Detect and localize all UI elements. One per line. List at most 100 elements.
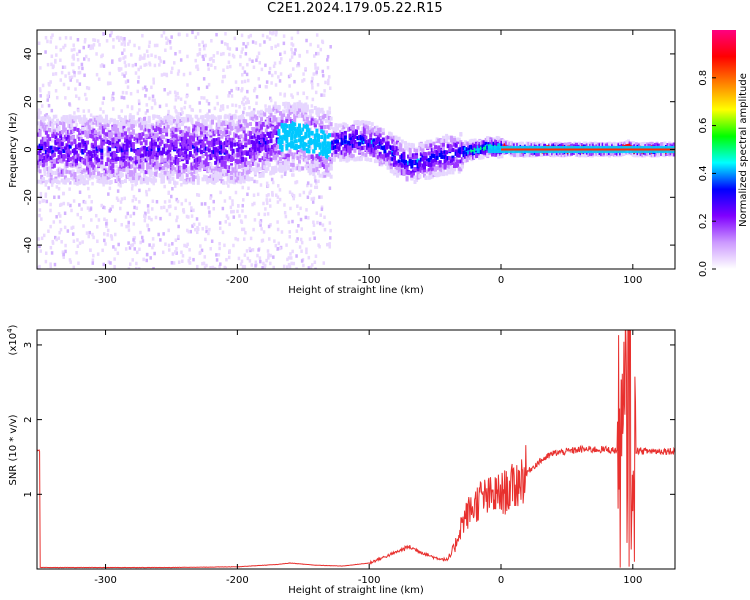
- spectrogram-noise-cell: [205, 99, 209, 103]
- spectrogram-noise-cell: [259, 259, 262, 264]
- spectrogram-cell: [237, 115, 241, 120]
- spectrogram-noise-cell: [326, 81, 330, 86]
- spectrogram-noise-cell: [290, 47, 293, 52]
- spectrogram-cell: [176, 121, 180, 126]
- spectrogram-cell: [44, 149, 48, 154]
- spectrogram-cell: [321, 163, 325, 168]
- spectrogram-cell: [315, 110, 319, 115]
- spectrogram-cell: [180, 155, 184, 160]
- spectrogram-cell: [453, 137, 457, 142]
- spectrogram-cell: [136, 155, 140, 160]
- spectrogram-cell: [350, 146, 354, 151]
- spectrogram-noise-cell: [326, 162, 329, 167]
- spectrogram-noise-cell: [274, 243, 278, 248]
- spectrogram-cell: [345, 147, 349, 152]
- spectrogram-cell: [133, 171, 137, 176]
- spectrogram-cell: [377, 137, 381, 142]
- spectrogram-cell: [316, 143, 320, 148]
- spectrogram-cell: [105, 162, 109, 167]
- spectrogram-noise-cell: [243, 106, 246, 111]
- spectrogram-cell: [86, 157, 90, 162]
- spectrogram-noise-cell: [235, 86, 239, 91]
- spectrogram-cell: [256, 151, 260, 156]
- spectrogram-cell: [168, 148, 172, 153]
- spectrogram-cell: [299, 103, 303, 108]
- spectrogram-noise-cell: [139, 65, 143, 70]
- spectrogram-noise-cell: [183, 105, 186, 110]
- spectrogram-cell: [410, 173, 414, 178]
- spectrogram-noise-cell: [212, 206, 216, 211]
- spectrogram-noise-cell: [224, 32, 227, 36]
- spectrogram-cell: [315, 120, 319, 125]
- spectrogram-cell: [296, 163, 300, 168]
- spectrogram-noise-cell: [145, 189, 148, 194]
- spectrogram-cell: [260, 125, 264, 130]
- spectrogram-cell: [89, 152, 93, 157]
- spectrogram-cell: [78, 156, 82, 161]
- spectrogram-cell: [309, 166, 313, 171]
- spectrogram-cell: [342, 122, 346, 127]
- spectrogram-noise-cell: [312, 196, 316, 201]
- spectrogram-noise-cell: [77, 96, 81, 101]
- spectrogram-cell: [369, 143, 373, 148]
- spectrogram-cell: [313, 142, 317, 147]
- spectrogram-cell: [223, 158, 227, 163]
- spectrogram-noise-cell: [38, 213, 41, 218]
- spectrogram-noise-cell: [124, 215, 128, 219]
- spectrogram-cell: [301, 143, 305, 148]
- spectrogram-cell: [218, 175, 222, 180]
- spectrogram-cell: [361, 151, 365, 156]
- spectrogram-cell: [392, 158, 396, 163]
- spectrogram-cell: [465, 147, 469, 152]
- spectrogram-cell: [274, 104, 278, 109]
- spectrogram-noise-cell: [242, 198, 245, 202]
- spectrogram-cell: [87, 170, 91, 175]
- spectrogram-cell: [141, 164, 145, 169]
- spectrogram-noise-cell: [87, 109, 91, 113]
- spectrogram-noise-cell: [147, 187, 151, 192]
- spectrogram-cell: [169, 115, 173, 120]
- spectrogram-cell: [304, 131, 308, 136]
- spectrogram-cell: [315, 139, 319, 144]
- spectrogram-noise-cell: [209, 266, 212, 269]
- spectrogram-noise-cell: [69, 260, 73, 264]
- spectrogram-cell: [348, 141, 352, 146]
- spectrogram-cell: [271, 118, 275, 123]
- spectrogram-cell: [239, 114, 243, 119]
- spectrogram-noise-cell: [46, 98, 49, 102]
- spectrogram-cell: [446, 160, 450, 165]
- spectrogram-cell: [383, 156, 387, 161]
- spectrogram-noise-cell: [268, 70, 271, 75]
- spectrogram-cell: [454, 151, 458, 156]
- spectrogram-noise-cell: [77, 71, 81, 75]
- spectrogram-noise-cell: [231, 202, 234, 207]
- spectrogram-cell: [424, 156, 428, 161]
- spectrogram-cell: [373, 141, 377, 146]
- spectrogram-cell: [460, 147, 464, 152]
- spectrogram-cell: [347, 140, 351, 145]
- spectrogram-cell: [95, 167, 99, 172]
- spectrogram-noise-cell: [306, 195, 310, 200]
- spectrogram-cell: [142, 179, 146, 184]
- spectrogram-noise-cell: [151, 237, 155, 241]
- spectrogram-cell: [225, 130, 229, 135]
- spectrogram-noise-cell: [305, 250, 308, 255]
- spectrogram-noise-cell: [280, 174, 284, 179]
- spectrogram-noise-cell: [289, 168, 293, 173]
- spectrogram-cell: [196, 117, 200, 122]
- spectrogram-cell: [266, 124, 270, 129]
- spectrogram-noise-cell: [96, 39, 100, 43]
- spectrogram-cell: [174, 156, 178, 161]
- spectrogram-cell: [457, 153, 461, 158]
- spectrogram-cell: [285, 153, 289, 158]
- spectrogram-cell: [373, 126, 377, 131]
- spectrogram-cell: [320, 157, 324, 162]
- spectrogram-noise-cell: [139, 230, 142, 235]
- spectrogram-cell: [263, 164, 267, 169]
- spectrogram-noise-cell: [289, 58, 292, 63]
- spectrogram-cell: [192, 154, 196, 159]
- spectrogram-noise-cell: [243, 122, 247, 126]
- spectrogram-noise-cell: [145, 88, 148, 92]
- spectrogram-cell: [54, 147, 58, 152]
- spectrogram-cell: [347, 151, 351, 156]
